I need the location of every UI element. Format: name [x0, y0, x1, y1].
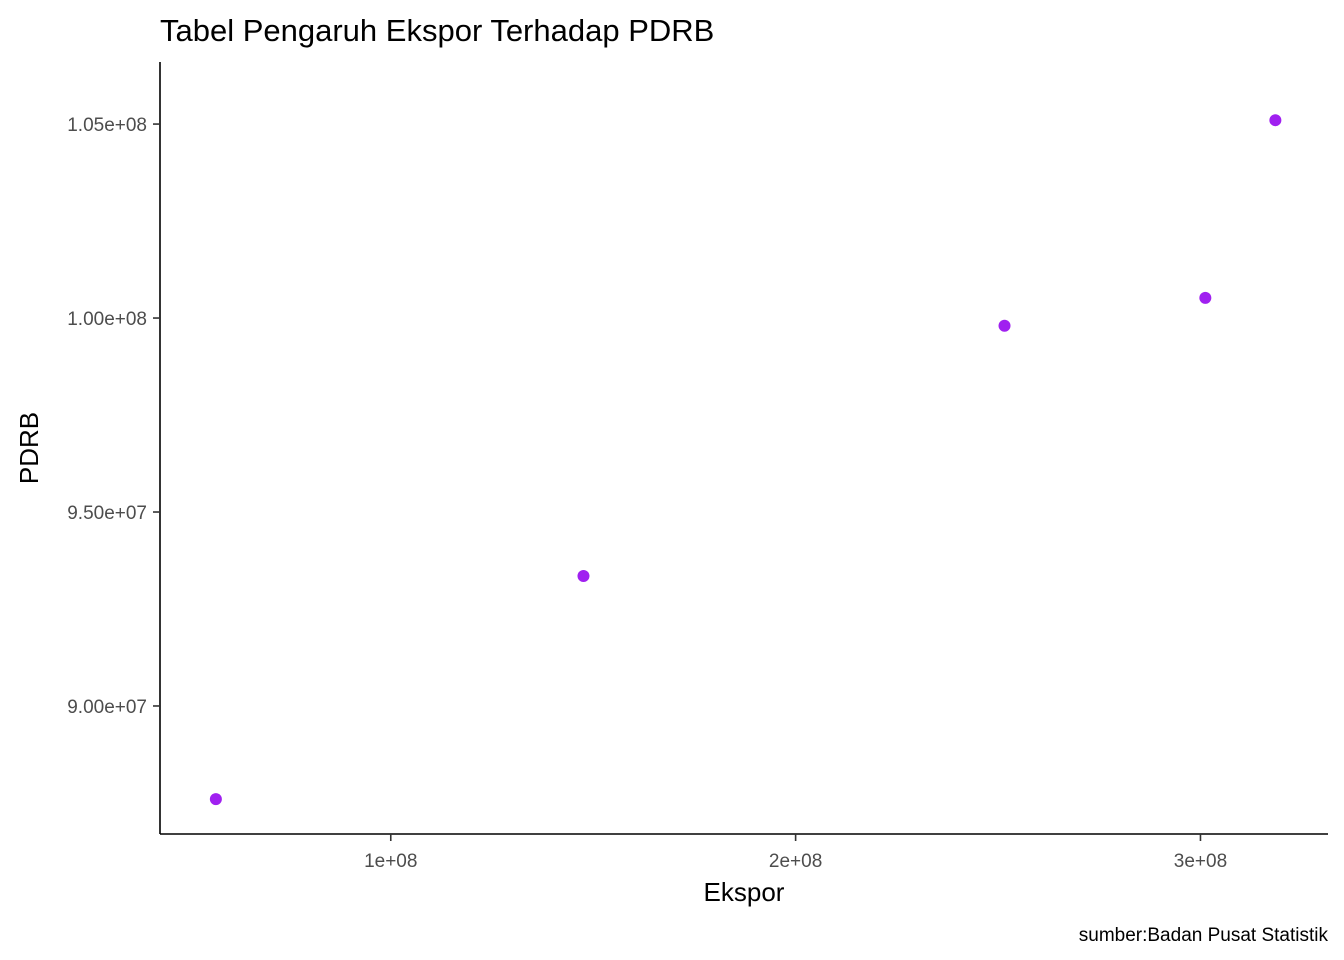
y-tick-label: 1.00e+08 [67, 309, 147, 330]
y-tick-label: 1.05e+08 [67, 115, 147, 136]
x-tick-label: 1e+08 [364, 851, 417, 872]
data-point [577, 570, 590, 583]
y-tick-label: 9.50e+07 [67, 503, 147, 524]
data-point [1199, 291, 1212, 304]
y-tick-label: 9.00e+07 [67, 697, 147, 718]
data-point [209, 793, 222, 806]
y-axis-title: PDRB [14, 412, 44, 484]
source-caption: sumber:Badan Pusat Statistik [1079, 925, 1329, 946]
plot-area: 1e+08 2e+08 3e+08 9.00e+07 9.50e+07 1.00e+08 1… [67, 62, 1328, 872]
data-point [998, 319, 1011, 332]
x-tick-label: 3e+08 [1174, 851, 1227, 872]
chart-title: Tabel Pengaruh Ekspor Terhadap PDRB [160, 13, 714, 48]
x-axis-title: Ekspor [704, 877, 785, 907]
data-point [1269, 114, 1282, 127]
x-tick-label: 2e+08 [769, 851, 822, 872]
